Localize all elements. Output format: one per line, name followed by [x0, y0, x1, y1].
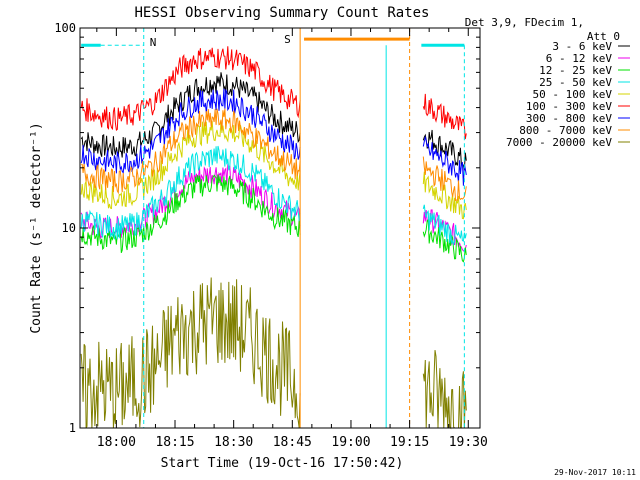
x-tick-label: 19:00	[331, 435, 370, 450]
x-tick-label: 19:15	[390, 435, 429, 450]
legend-label: 7000 - 20000 keV	[506, 136, 612, 149]
series-line-late-50-100-kev	[422, 171, 467, 220]
series-line-late-7000-20000-kev	[422, 350, 467, 430]
series-line-late-3-6-kev	[422, 129, 467, 171]
series-line-100-300-kev	[80, 46, 301, 132]
x-tick-label: 18:45	[273, 435, 312, 450]
x-tick-label: 19:30	[449, 435, 488, 450]
legend-label: 50 - 100 keV	[533, 88, 613, 101]
timestamp: 29-Nov-2017 10:11	[554, 468, 636, 477]
legend-label: 300 - 800 keV	[526, 112, 612, 125]
x-tick-label: 18:30	[214, 435, 253, 450]
series-line-late-25-50-kev	[422, 204, 467, 246]
legend-label: 6 - 12 keV	[546, 52, 613, 65]
series-line-50-100-kev	[80, 120, 301, 210]
legend-header-line-2: Att 0	[587, 30, 620, 43]
series-line-800-7000-kev	[81, 108, 301, 195]
legend-label: 100 - 300 keV	[526, 100, 612, 113]
series-line-late-800-7000-kev	[422, 156, 467, 202]
chart-title: HESSI Observing Summary Count Rates	[134, 5, 429, 21]
series-line-late-300-800-kev	[422, 135, 467, 186]
x-tick-label: 18:15	[155, 435, 194, 450]
y-axis-label: Count Rate (s⁻¹ detector⁻¹)	[29, 122, 44, 333]
legend-label: 800 - 7000 keV	[519, 124, 612, 137]
legend-label: 3 - 6 keV	[552, 40, 612, 53]
legend-label: 25 - 50 keV	[539, 76, 612, 89]
y-tick-label: 10	[62, 221, 76, 235]
series-line-late-12-25-kev	[422, 218, 467, 263]
series-line-25-50-kev	[80, 145, 301, 240]
saa-label: S	[284, 33, 291, 46]
series-line-7000-20000-kev	[80, 277, 301, 429]
night-label: N	[150, 36, 157, 49]
legend-header-line-1: Det 3,9, FDecim 1,	[465, 16, 584, 29]
x-axis-label: Start Time (19-Oct-16 17:50:42)	[161, 456, 404, 471]
x-tick-label: 18:00	[97, 435, 136, 450]
series-line-late-100-300-kev	[422, 93, 467, 140]
y-tick-label: 100	[54, 21, 76, 35]
y-tick-label: 1	[69, 421, 76, 435]
legend-label: 12 - 25 keV	[539, 64, 612, 77]
series-line-300-800-kev	[80, 88, 301, 175]
